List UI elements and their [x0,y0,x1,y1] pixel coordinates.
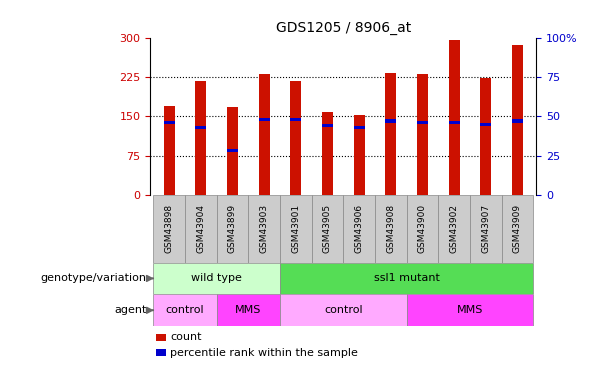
Bar [438,195,470,262]
Text: GSM43906: GSM43906 [354,204,364,254]
Bar [216,294,280,326]
Bar [153,195,185,262]
Bar [406,195,438,262]
Bar [153,294,216,326]
Bar [480,123,491,126]
Text: control: control [324,305,363,315]
Text: GSM43903: GSM43903 [260,204,268,254]
Bar [164,106,175,195]
Text: ssl1 mutant: ssl1 mutant [374,273,440,284]
Bar [185,195,216,262]
Bar [291,118,302,121]
Text: GSM43905: GSM43905 [323,204,332,254]
Bar [385,119,396,123]
Text: genotype/variation: genotype/variation [40,273,147,284]
Bar [417,121,428,124]
Text: MMS: MMS [235,305,262,315]
Text: count: count [170,333,202,342]
Bar [512,119,523,123]
Bar [501,195,533,262]
Text: GSM43899: GSM43899 [228,204,237,254]
Bar [449,40,460,195]
Bar [164,121,175,124]
Bar [322,124,333,127]
Bar [227,149,238,153]
Bar [480,78,491,195]
Bar [196,126,207,129]
Text: MMS: MMS [457,305,483,315]
Bar [311,195,343,262]
Bar [280,195,311,262]
Text: GSM43909: GSM43909 [513,204,522,254]
Text: wild type: wild type [191,273,242,284]
Title: GDS1205 / 8906_at: GDS1205 / 8906_at [276,21,411,35]
Bar [406,294,533,326]
Bar [280,294,406,326]
Text: percentile rank within the sample: percentile rank within the sample [170,348,358,357]
Bar [259,118,270,121]
Bar [259,74,270,195]
Bar [153,262,280,294]
Bar [417,74,428,195]
Text: agent: agent [114,305,147,315]
Bar [291,81,302,195]
Bar [354,126,365,129]
Bar [248,195,280,262]
Text: GSM43898: GSM43898 [165,204,173,254]
Bar [216,195,248,262]
Text: GSM43901: GSM43901 [291,204,300,254]
Text: GSM43900: GSM43900 [418,204,427,254]
Bar [322,112,333,195]
Text: GSM43904: GSM43904 [196,204,205,253]
Bar [375,195,406,262]
Text: GSM43902: GSM43902 [449,204,459,253]
Bar [280,262,533,294]
Text: GSM43907: GSM43907 [481,204,490,254]
Bar [385,73,396,195]
Bar [196,81,207,195]
Bar [354,115,365,195]
Bar [449,121,460,124]
Bar [343,195,375,262]
Text: control: control [166,305,204,315]
Text: GSM43908: GSM43908 [386,204,395,254]
Bar [512,45,523,195]
Bar [470,195,501,262]
Bar [227,107,238,195]
